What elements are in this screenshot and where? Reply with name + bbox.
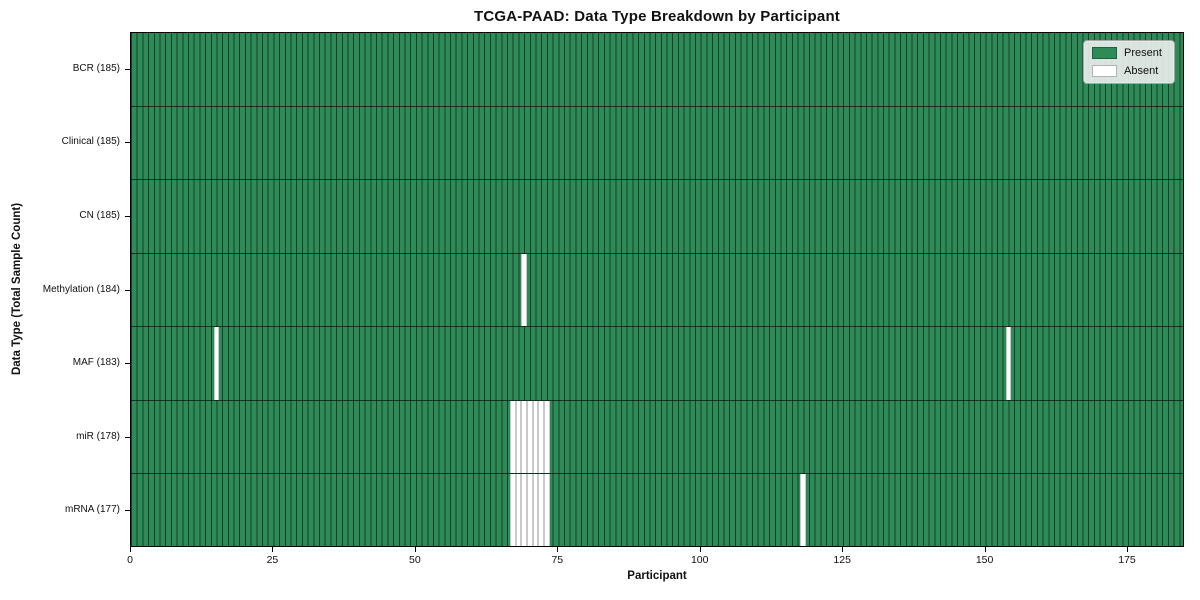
absent-cell-mrna-73: [544, 474, 550, 546]
y-tick-label-mrna: mRNA (177): [64, 504, 120, 516]
legend-entry-present: Present: [1092, 47, 1166, 59]
row-mir: [131, 400, 1183, 475]
row-bcr: [131, 33, 1183, 107]
absent-cell-mrna-72: [538, 474, 545, 546]
x-tick-mark: [842, 547, 844, 552]
legend-swatch-present: [1092, 47, 1117, 59]
y-tick-mark: [125, 363, 130, 365]
y-tick-mark: [125, 436, 130, 438]
row-mrna: [131, 474, 1183, 546]
absent-cell-mrna-71: [532, 474, 539, 546]
y-tick-label-methylation: Methylation (184): [42, 283, 120, 295]
y-tick-mark: [125, 142, 130, 144]
x-axis-title: Participant: [627, 570, 687, 582]
x-tick-mark: [984, 547, 986, 552]
chart-title: TCGA-PAAD: Data Type Breakdown by Partic…: [474, 8, 840, 25]
absent-cell-maf-15: [213, 327, 220, 400]
y-tick-label-bcr: BCR (185): [72, 62, 120, 74]
absent-cell-mrna-70: [526, 474, 533, 546]
y-tick-label-mir: miR (178): [76, 430, 120, 442]
y-tick-label-cn: CN (185): [79, 209, 120, 221]
x-tick-label-75: 75: [551, 554, 564, 566]
y-tick-mark: [125, 68, 130, 70]
absent-cell-mrna-118: [800, 474, 807, 546]
legend-entry-absent: Absent: [1092, 65, 1166, 77]
row-maf: [131, 327, 1183, 401]
x-tick-label-0: 0: [127, 554, 133, 566]
x-tick-mark: [130, 547, 131, 552]
absent-cell-mrna-68: [515, 474, 522, 546]
x-tick-label-175: 175: [1118, 554, 1136, 566]
y-tick-mark: [125, 289, 130, 291]
row-methylation: [131, 253, 1183, 328]
x-tick-mark: [557, 547, 559, 552]
x-tick-label-100: 100: [690, 554, 709, 566]
absent-cell-methylation-69: [521, 253, 527, 327]
absent-cell-mir-68: [515, 400, 522, 474]
legend-swatch-absent: [1092, 65, 1117, 77]
legend-label: Absent: [1124, 65, 1159, 77]
absent-cell-mrna-69: [521, 474, 527, 546]
x-tick-mark: [414, 547, 416, 552]
x-tick-mark: [1127, 547, 1129, 552]
absent-cell-mir-70: [526, 400, 533, 474]
row-clinical: [131, 106, 1183, 181]
absent-cell-maf-154: [1005, 327, 1012, 400]
y-tick-mark: [125, 215, 130, 217]
row-cn: [131, 180, 1183, 254]
x-tick-label-50: 50: [409, 554, 421, 566]
absent-cell-mir-69: [521, 400, 527, 474]
plot-area: [130, 32, 1184, 547]
x-tick-label-125: 125: [833, 554, 851, 566]
y-tick-label-maf: MAF (183): [72, 357, 120, 369]
y-tick-label-clinical: Clinical (185): [61, 136, 120, 148]
absent-cell-mir-73: [544, 400, 550, 474]
legend-label: Present: [1124, 47, 1162, 59]
absent-cell-mrna-67: [509, 474, 516, 546]
legend: Present Absent: [1083, 40, 1175, 84]
y-tick-mark: [125, 510, 130, 512]
absent-cell-mir-71: [532, 400, 539, 474]
x-tick-mark: [272, 547, 274, 552]
absent-cell-mir-72: [538, 400, 545, 474]
x-tick-mark: [699, 547, 701, 552]
x-tick-label-25: 25: [266, 554, 279, 566]
x-tick-label-150: 150: [975, 554, 994, 566]
absent-cell-mir-67: [509, 400, 516, 474]
